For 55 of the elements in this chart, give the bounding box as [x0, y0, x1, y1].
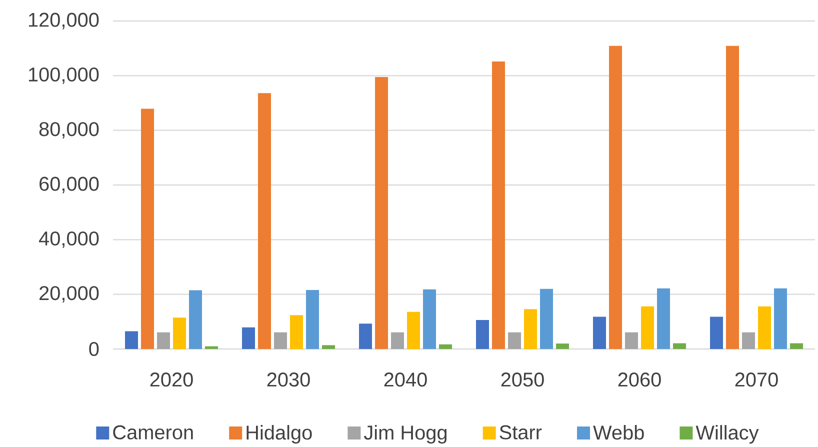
bar: [407, 312, 420, 349]
bar: [625, 332, 638, 349]
legend-label: Jim Hogg: [364, 425, 447, 444]
bar: [375, 77, 388, 349]
bar: [657, 288, 670, 349]
bar: [125, 331, 138, 349]
legend-label: Willacy: [696, 425, 759, 444]
bar: [290, 315, 303, 349]
bar: [189, 290, 202, 349]
bar: [173, 318, 186, 349]
bar: [609, 46, 622, 349]
bar: [641, 306, 654, 349]
legend-label: Webb: [593, 425, 644, 440]
bar: [556, 344, 570, 349]
bar: [157, 332, 170, 349]
bar: [258, 93, 271, 349]
bar: [540, 288, 554, 349]
y-tick-label: 40,000: [38, 231, 99, 248]
bar: [274, 332, 287, 349]
x-tick-label: 2060: [618, 372, 661, 387]
bar: [758, 306, 772, 349]
bar: [141, 108, 154, 349]
bar: [726, 46, 740, 349]
legend-label: Cameron: [113, 425, 193, 440]
bar: [205, 346, 218, 349]
bar: [673, 343, 686, 349]
bar: [593, 316, 606, 349]
x-tick-label: 2020: [150, 372, 193, 387]
bar: [476, 320, 489, 349]
x-tick-label: 2040: [384, 372, 427, 387]
bar: [524, 309, 537, 349]
bar: [359, 324, 372, 349]
legend-label: Starr: [500, 425, 542, 440]
y-tick-label: 60,000: [40, 176, 99, 194]
x-tick-label: 2070: [735, 372, 778, 387]
bar: [322, 345, 335, 349]
x-tick-label: 2050: [501, 372, 544, 387]
bar: [242, 327, 255, 349]
bar: [774, 288, 788, 349]
legend-label: Hidalgo: [246, 425, 312, 444]
bar: [710, 316, 724, 349]
bar: [306, 290, 319, 349]
x-tick-label: 2030: [267, 372, 310, 387]
bar: [391, 332, 404, 349]
y-tick-label: 20,000: [40, 286, 99, 303]
bar: [790, 343, 804, 349]
bar: [508, 332, 521, 349]
y-tick-label: 120,000: [28, 12, 99, 30]
y-tick-label: 100,000: [28, 67, 99, 84]
bar: [423, 289, 436, 349]
y-tick-label: 0: [89, 342, 99, 356]
bar: [439, 344, 452, 349]
bar: [742, 332, 756, 349]
bar: [492, 61, 505, 349]
y-tick-label: 80,000: [39, 122, 99, 139]
